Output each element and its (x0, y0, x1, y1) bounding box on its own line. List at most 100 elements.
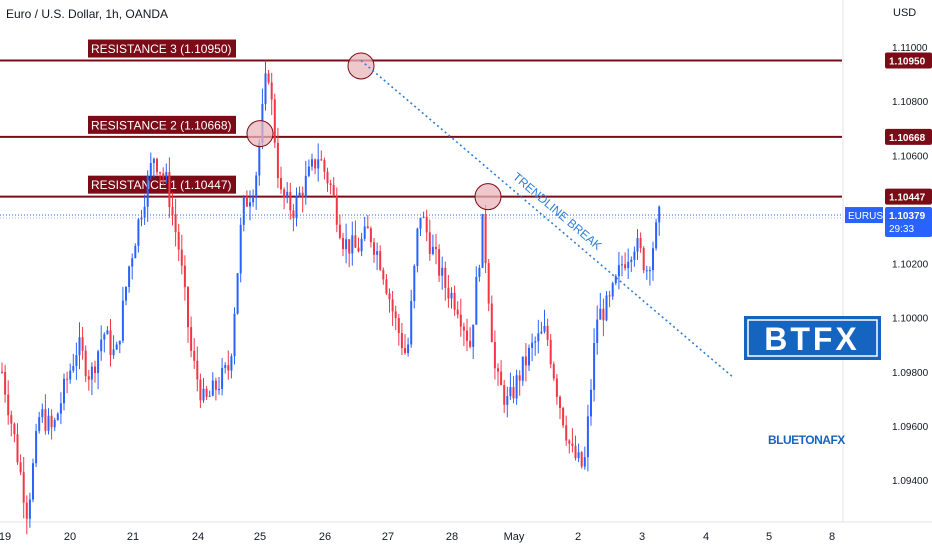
y-tick-label: 1.09800 (892, 368, 929, 379)
candle-body (258, 142, 261, 176)
candle-body (431, 246, 434, 254)
candle-body (165, 171, 168, 177)
candle-body (354, 235, 357, 248)
candle-body (373, 242, 375, 255)
candle-body (131, 258, 134, 267)
candle-body (69, 370, 72, 380)
candle-body (497, 368, 499, 372)
x-tick-label: 21 (127, 531, 139, 543)
grid (0, 0, 932, 523)
candle-body (658, 206, 661, 223)
candle-body (156, 158, 158, 173)
candle-body (549, 339, 552, 365)
candle-body (59, 403, 62, 414)
candle-body (50, 415, 53, 428)
candle-body (605, 295, 608, 321)
candle-body (276, 142, 279, 179)
x-tick-label: 8 (829, 531, 835, 543)
candle-body (636, 238, 639, 252)
candle-body (537, 333, 540, 342)
candle-body (47, 415, 50, 431)
candle-body (596, 319, 599, 343)
candle-body (369, 228, 372, 243)
candle-body (32, 463, 34, 500)
candle-body (568, 440, 571, 444)
candle-body (233, 313, 236, 357)
branding: BTFX BLUETONAFX (744, 316, 881, 447)
company-name: BLUETONAFX (768, 433, 845, 447)
candle-body (484, 214, 487, 264)
resistance-lines: RESISTANCE 3 (1.10950) 1.10950 RESISTANCE … (0, 39, 932, 238)
candle-body (236, 273, 239, 314)
candle-body (441, 267, 444, 276)
symbol-tag (845, 207, 883, 224)
resistance-label-box (88, 175, 236, 194)
candle-body (289, 191, 292, 211)
candle-body (72, 365, 75, 371)
candle-body (53, 419, 56, 428)
candle-body (335, 195, 338, 225)
candle-body (469, 340, 472, 347)
candle-body (208, 395, 211, 397)
candle-body (639, 238, 642, 249)
candle-body (280, 178, 282, 190)
touch-circle (474, 183, 502, 211)
candle-body (239, 224, 242, 274)
candle-body (388, 293, 391, 300)
x-tick-label: 26 (319, 531, 331, 543)
candle-body (270, 82, 273, 100)
candle-body (360, 238, 363, 252)
candle-body (146, 175, 149, 207)
candle-body (577, 452, 580, 459)
candle-body (565, 425, 568, 441)
candle-body (555, 378, 558, 397)
candle-body (459, 314, 462, 327)
candle-body (503, 385, 506, 405)
candle-body (218, 388, 220, 390)
countdown-text: 29:33 (889, 224, 914, 235)
y-tick-label: 1.09400 (892, 476, 929, 487)
candle-body (385, 279, 388, 294)
resistance-price-text: 1.10447 (889, 193, 926, 204)
logo-box (744, 316, 881, 360)
candle-body (422, 216, 425, 218)
candle-body (397, 318, 400, 334)
resistance-label: RESISTANCE 2 (1.10668) (91, 118, 232, 132)
candle-body (199, 379, 202, 401)
candle-body (357, 247, 360, 252)
candle-body (242, 196, 245, 225)
candle-body (407, 344, 410, 354)
candle-body (345, 239, 348, 250)
resistance-price-tag (885, 128, 932, 145)
candle-body (249, 202, 251, 207)
candle-body (512, 387, 515, 399)
candle-body (149, 162, 152, 176)
candle-body (283, 189, 286, 198)
candle-body (326, 171, 329, 184)
x-tick-label: 3 (639, 531, 645, 543)
resistance-label: RESISTANCE 3 (1.10950) (91, 42, 232, 56)
candle-body (475, 276, 478, 325)
y-tick-label: 1.10200 (892, 260, 929, 271)
candle-body (338, 224, 341, 238)
candle-body (292, 210, 295, 218)
x-tick-label: 27 (382, 531, 394, 543)
candle-body (97, 351, 100, 374)
candle-body (450, 292, 453, 299)
candle-body (481, 214, 484, 268)
candle-body (453, 292, 456, 310)
candle-body (559, 396, 561, 408)
candle-body (1, 371, 3, 373)
candle-body (190, 327, 193, 351)
axes: 1.11000 1.10800 1.10600 1.10200 1.10000 1.098… (0, 43, 929, 543)
candle-body (13, 423, 16, 435)
x-tick-label: 5 (766, 531, 772, 543)
resistance-price-text: 1.10668 (889, 133, 926, 144)
candle-body (500, 371, 503, 386)
candle-body (487, 263, 490, 304)
candle-body (19, 462, 22, 473)
candle-body (7, 394, 10, 416)
candle-body (586, 416, 589, 458)
